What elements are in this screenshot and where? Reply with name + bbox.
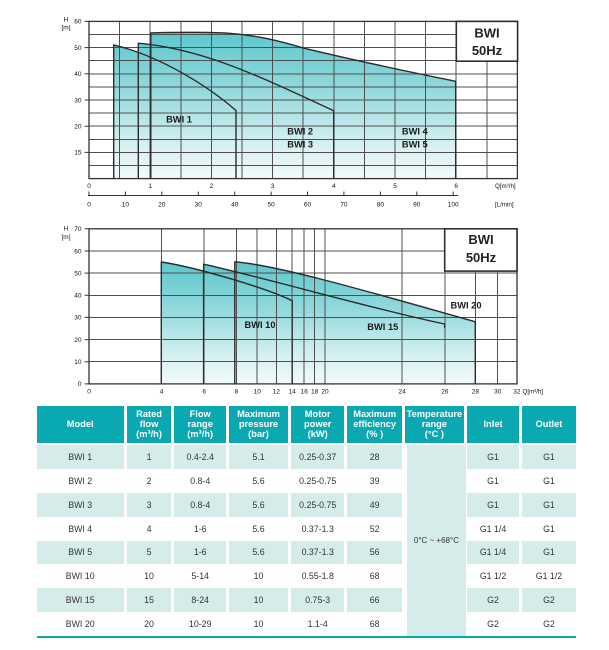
svg-text:70: 70 xyxy=(74,226,82,233)
svg-text:100: 100 xyxy=(448,202,459,209)
svg-text:BWI 10: BWI 10 xyxy=(245,320,276,330)
svg-text:24: 24 xyxy=(398,389,406,396)
svg-text:BWI 1: BWI 1 xyxy=(166,114,192,124)
svg-text:20: 20 xyxy=(74,124,82,131)
svg-text:BWI 4: BWI 4 xyxy=(402,126,429,136)
svg-text:30: 30 xyxy=(74,315,82,322)
svg-text:60: 60 xyxy=(74,248,82,255)
svg-text:80: 80 xyxy=(377,202,385,209)
svg-text:16: 16 xyxy=(301,389,309,396)
svg-text:4: 4 xyxy=(160,389,164,396)
svg-text:0: 0 xyxy=(87,389,91,396)
svg-text:60: 60 xyxy=(304,202,312,209)
svg-text:0: 0 xyxy=(87,202,91,209)
svg-text:10: 10 xyxy=(122,202,130,209)
svg-text:H: H xyxy=(64,17,69,24)
svg-text:50Hz: 50Hz xyxy=(466,250,497,265)
svg-text:50: 50 xyxy=(74,270,82,277)
svg-text:0: 0 xyxy=(78,381,82,388)
svg-text:60: 60 xyxy=(74,19,82,26)
svg-text:[m]: [m] xyxy=(61,234,70,241)
svg-text:10: 10 xyxy=(74,359,82,366)
svg-text:Q[m³/h]: Q[m³/h] xyxy=(523,389,544,396)
svg-text:10: 10 xyxy=(254,389,262,396)
svg-text:18: 18 xyxy=(311,389,319,396)
svg-text:50: 50 xyxy=(267,202,275,209)
svg-text:Q[m³/h]: Q[m³/h] xyxy=(495,183,516,190)
svg-text:4: 4 xyxy=(332,183,336,190)
svg-text:[m]: [m] xyxy=(61,25,70,32)
svg-text:20: 20 xyxy=(158,202,166,209)
svg-text:6: 6 xyxy=(202,389,206,396)
svg-text:15: 15 xyxy=(74,150,82,157)
svg-text:50: 50 xyxy=(74,45,82,52)
svg-text:20: 20 xyxy=(321,389,329,396)
svg-text:28: 28 xyxy=(472,389,480,396)
svg-text:14: 14 xyxy=(289,389,297,396)
svg-text:30: 30 xyxy=(494,389,502,396)
svg-text:BWI 5: BWI 5 xyxy=(402,139,428,149)
svg-text:BWI: BWI xyxy=(474,25,499,40)
svg-text:40: 40 xyxy=(231,202,239,209)
svg-text:12: 12 xyxy=(273,389,281,396)
svg-text:6: 6 xyxy=(454,183,458,190)
svg-text:90: 90 xyxy=(413,202,421,209)
svg-text:30: 30 xyxy=(74,97,82,104)
svg-text:0: 0 xyxy=(87,183,91,190)
svg-text:3: 3 xyxy=(271,183,275,190)
svg-text:20: 20 xyxy=(74,337,82,344)
svg-text:30: 30 xyxy=(195,202,203,209)
svg-text:8: 8 xyxy=(235,389,239,396)
svg-text:32: 32 xyxy=(513,389,521,396)
svg-text:2: 2 xyxy=(210,183,214,190)
svg-text:5: 5 xyxy=(393,183,397,190)
svg-text:70: 70 xyxy=(340,202,348,209)
svg-text:BWI 20: BWI 20 xyxy=(451,300,482,310)
svg-text:40: 40 xyxy=(74,293,82,300)
svg-text:40: 40 xyxy=(74,71,82,78)
svg-text:1: 1 xyxy=(148,183,152,190)
svg-text:BWI 3: BWI 3 xyxy=(287,139,313,149)
svg-text:H: H xyxy=(64,225,69,232)
svg-text:BWI 15: BWI 15 xyxy=(367,322,398,332)
svg-text:BWI: BWI xyxy=(468,232,493,247)
svg-text:[L/min]: [L/min] xyxy=(495,202,514,209)
svg-text:BWI 2: BWI 2 xyxy=(287,126,313,136)
svg-text:26: 26 xyxy=(441,389,449,396)
svg-text:50Hz: 50Hz xyxy=(472,43,503,58)
